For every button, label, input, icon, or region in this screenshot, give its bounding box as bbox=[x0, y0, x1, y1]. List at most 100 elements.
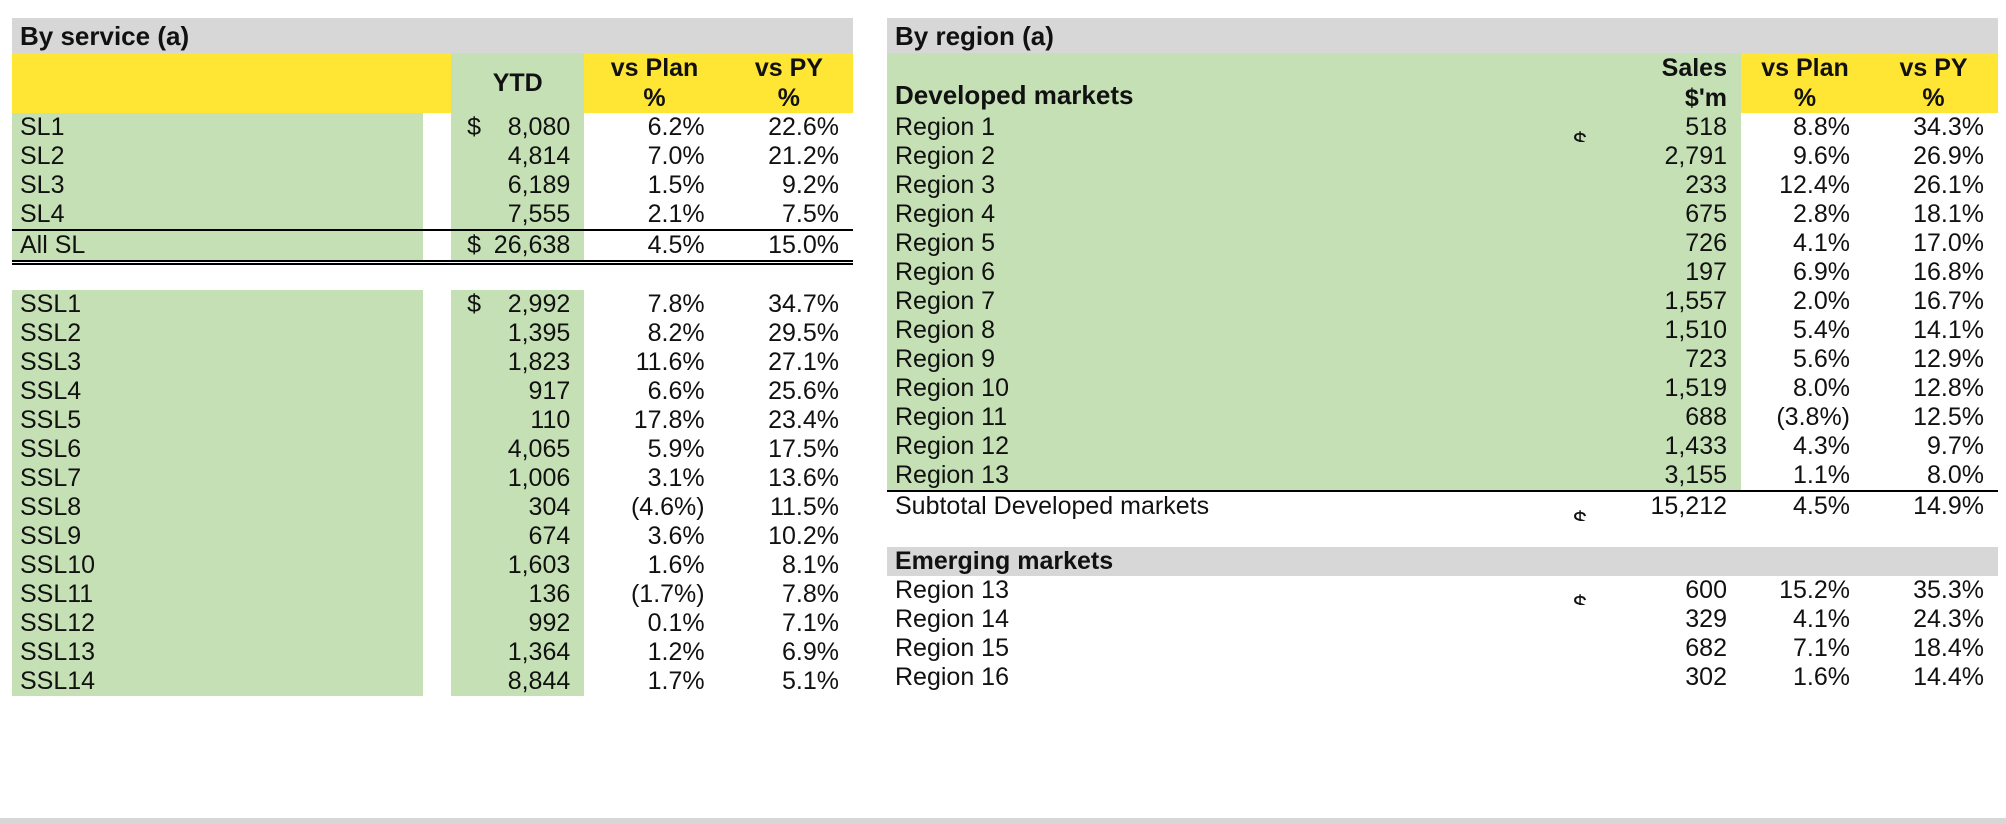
sales-value: 3,155 bbox=[1631, 461, 1741, 491]
by-service-table: YTD vs Plan% vs PY% SL1 $8,080 6.2% 22.6% SL… bbox=[12, 53, 853, 696]
vs-py-value: 7.8% bbox=[782, 579, 839, 608]
vs-plan-value: 2.8% bbox=[1793, 200, 1850, 228]
row-label: SSL4 bbox=[12, 376, 423, 406]
row-label: SSL2 bbox=[12, 318, 423, 348]
vs-plan-value: 4.3% bbox=[1793, 432, 1850, 460]
row-label: SSL3 bbox=[12, 347, 423, 377]
vs-py-value: 8.0% bbox=[1927, 461, 1984, 489]
row-label: Region 11 bbox=[887, 403, 1565, 432]
sub-service-row: SSL14 8,844 1.7% 5.1% bbox=[12, 666, 853, 696]
row-label: Region 14 bbox=[895, 605, 1009, 633]
vs-plan-value: 17.8% bbox=[633, 405, 705, 434]
row-label: Region 13 bbox=[895, 576, 1009, 604]
row-label: SSL5 bbox=[12, 405, 423, 435]
emerging-region-row: Region 14 329 4.1% 24.3% bbox=[887, 605, 1998, 634]
vs-py-value: 18.4% bbox=[1913, 634, 1984, 662]
vs-plan-value: 3.1% bbox=[647, 463, 705, 492]
vs-py-value: 11.5% bbox=[769, 492, 839, 521]
ytd-value: $26,638 bbox=[451, 229, 585, 265]
sales-value: 15,212 bbox=[1631, 490, 1741, 521]
by-region-panel: By region (a) Developed markets Sales $'m… bbox=[887, 18, 1998, 692]
row-label: SL4 bbox=[12, 200, 423, 230]
row-label: SSL7 bbox=[12, 463, 423, 493]
sales-value: 600 bbox=[1685, 576, 1727, 604]
vs-py-value: 13.6% bbox=[768, 463, 839, 492]
spacer-row bbox=[12, 263, 853, 290]
ytd-value: 110 bbox=[451, 405, 585, 435]
ytd-value: 1,823 bbox=[451, 347, 585, 377]
sub-service-row: SSL2 1,395 8.2% 29.5% bbox=[12, 318, 853, 348]
vs-plan-value: 8.8% bbox=[1793, 113, 1850, 141]
vs-py-value: 34.7% bbox=[768, 289, 839, 318]
sales-value: 1,510 bbox=[1631, 316, 1741, 345]
currency-symbol: $ bbox=[1573, 506, 1587, 522]
region-row: Region 2 2,791 9.6% 26.9% bbox=[887, 142, 1998, 171]
service-row: SL1 $8,080 6.2% 22.6% bbox=[12, 113, 853, 142]
vs-plan-value: 2.1% bbox=[647, 200, 705, 228]
row-label: Region 3 bbox=[887, 171, 1565, 200]
vs-py-value: 22.6% bbox=[768, 113, 839, 141]
vs-plan-value: 8.0% bbox=[1793, 374, 1850, 402]
vs-plan-value: 5.9% bbox=[647, 434, 705, 463]
row-label: Region 7 bbox=[887, 287, 1565, 316]
vs-plan-value: 1.6% bbox=[1793, 663, 1850, 691]
vs-plan-value: 4.5% bbox=[1746, 490, 1864, 521]
row-label: Region 10 bbox=[887, 374, 1565, 403]
row-label: SSL11 bbox=[12, 579, 423, 609]
ytd-header: YTD bbox=[451, 53, 585, 113]
sub-service-row: SSL3 1,823 11.6% 27.1% bbox=[12, 347, 853, 377]
region-row: Region 6 197 6.9% 16.8% bbox=[887, 258, 1998, 287]
region-vs-py-header: vs PY% bbox=[1869, 53, 1998, 113]
vs-plan-value: 4.5% bbox=[590, 229, 719, 265]
row-label: Subtotal Developed markets bbox=[887, 490, 1565, 521]
vs-py-header: vs PY% bbox=[724, 53, 853, 113]
sales-value: 688 bbox=[1631, 403, 1741, 432]
row-label: SSL6 bbox=[12, 434, 423, 464]
row-label: SSL10 bbox=[12, 550, 423, 580]
vs-py-value: 24.3% bbox=[1913, 605, 1984, 633]
vs-py-value: 18.1% bbox=[1913, 200, 1984, 228]
region-row: Region 12 1,433 4.3% 9.7% bbox=[887, 432, 1998, 461]
ytd-value: 4,065 bbox=[451, 434, 585, 464]
vs-plan-value: 4.1% bbox=[1793, 229, 1850, 257]
vs-py-value: 6.9% bbox=[782, 637, 839, 666]
row-label: SSL9 bbox=[12, 521, 423, 551]
vs-py-value: 17.0% bbox=[1913, 229, 1984, 257]
vs-py-value: 26.9% bbox=[1913, 142, 1984, 170]
row-label: Region 13 bbox=[887, 461, 1565, 491]
developed-subtotal-row: Subtotal Developed markets $15,212 4.5% 14.… bbox=[887, 490, 1998, 522]
vs-py-value: 16.7% bbox=[1913, 287, 1984, 315]
region-row: Region 9 723 5.6% 12.9% bbox=[887, 345, 1998, 374]
row-label: Region 4 bbox=[887, 200, 1565, 229]
by-service-title: By service (a) bbox=[12, 18, 853, 53]
currency-symbol: $ bbox=[1573, 127, 1587, 143]
row-label: SSL14 bbox=[12, 666, 423, 696]
vs-plan-value: (1.7%) bbox=[630, 579, 705, 608]
sub-service-row: SSL10 1,603 1.6% 8.1% bbox=[12, 550, 853, 580]
row-label: Region 12 bbox=[887, 432, 1565, 461]
row-label: Region 1 bbox=[887, 113, 1565, 142]
sales-value: 518 bbox=[1631, 113, 1741, 142]
ytd-value: 8,844 bbox=[451, 666, 585, 696]
vs-py-value: 35.3% bbox=[1913, 576, 1984, 604]
vs-py-value: 10.2% bbox=[768, 521, 839, 550]
by-region-table: Developed markets Sales $'m vs Plan% vs P… bbox=[887, 53, 1998, 692]
currency-symbol: $ bbox=[467, 113, 482, 141]
emerging-region-row: Region 16 302 1.6% 14.4% bbox=[887, 663, 1998, 692]
vs-plan-value: 5.4% bbox=[1793, 316, 1850, 344]
ytd-value: 136 bbox=[451, 579, 585, 609]
service-header-row: YTD vs Plan% vs PY% bbox=[12, 53, 853, 113]
sales-value: 197 bbox=[1631, 258, 1741, 287]
region-row: Region 13 3,155 1.1% 8.0% bbox=[887, 461, 1998, 491]
row-label: Region 5 bbox=[887, 229, 1565, 258]
vs-plan-value: 1.1% bbox=[1793, 461, 1850, 489]
bottom-divider bbox=[0, 818, 2006, 824]
ytd-value: 1,364 bbox=[451, 637, 585, 667]
vs-plan-value: 6.2% bbox=[647, 113, 705, 141]
currency-symbol: $ bbox=[467, 289, 482, 318]
ytd-value: 992 bbox=[451, 608, 585, 638]
row-label: Region 6 bbox=[887, 258, 1565, 287]
row-label: SSL8 bbox=[12, 492, 423, 522]
vs-py-value: 9.7% bbox=[1927, 432, 1984, 460]
vs-py-value: 21.2% bbox=[768, 142, 839, 170]
